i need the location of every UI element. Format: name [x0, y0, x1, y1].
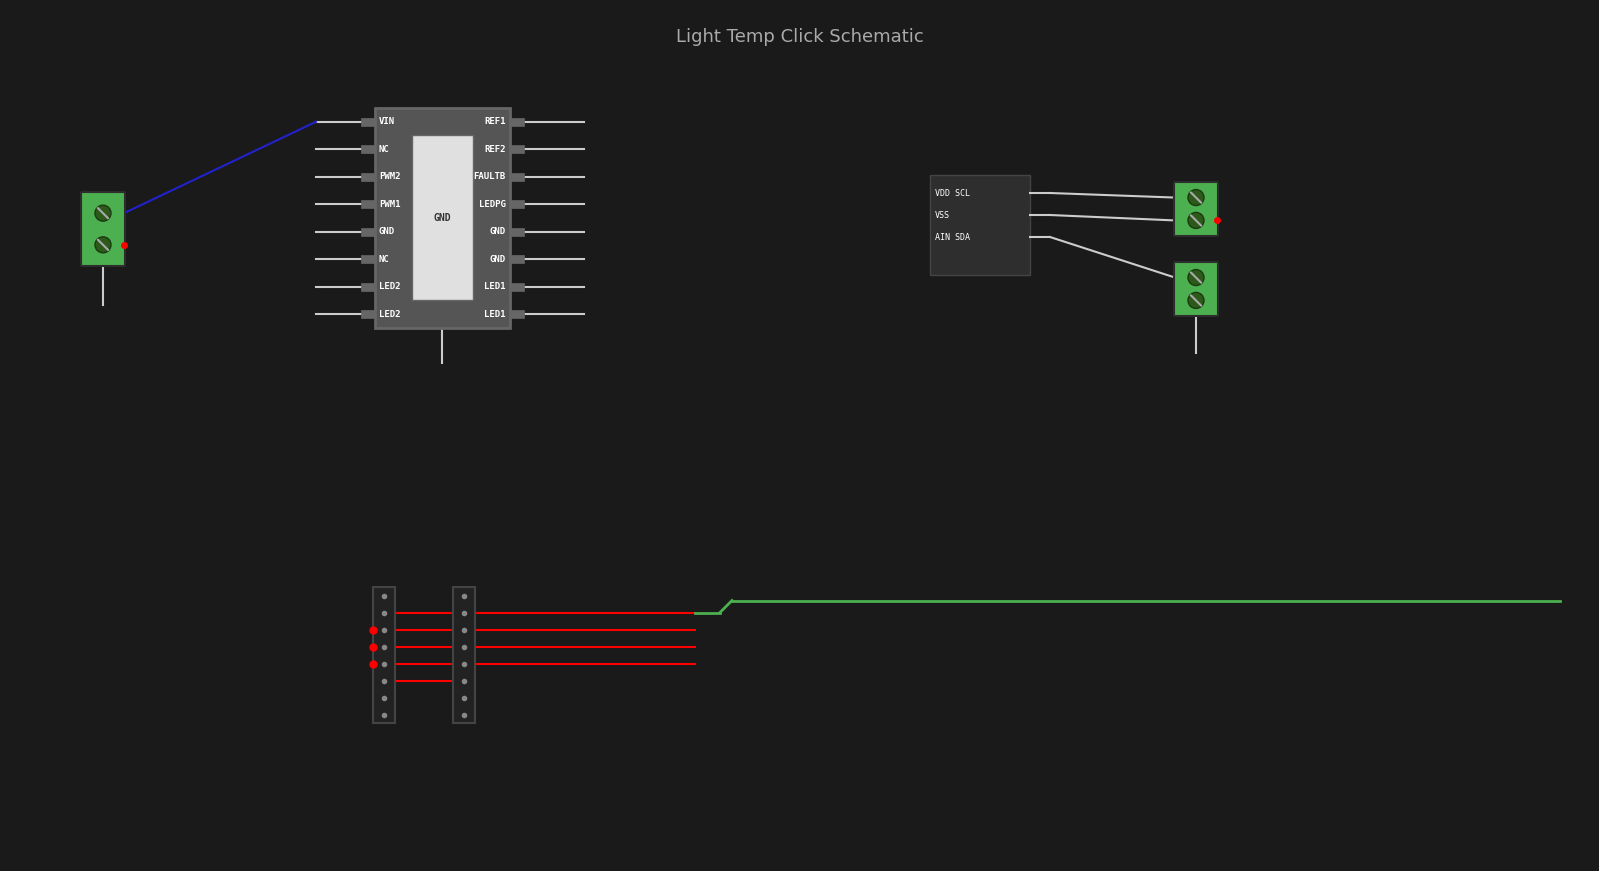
Text: REF1: REF1: [484, 118, 505, 126]
Bar: [361, 145, 376, 153]
Bar: [510, 200, 524, 208]
Circle shape: [1188, 213, 1204, 228]
Text: Light Temp Click Schematic: Light Temp Click Schematic: [676, 28, 924, 46]
Circle shape: [1188, 269, 1204, 286]
FancyBboxPatch shape: [1174, 182, 1218, 236]
Text: VSS: VSS: [935, 211, 950, 219]
Bar: [510, 145, 524, 153]
Bar: [931, 175, 1030, 275]
Text: PWM2: PWM2: [379, 172, 400, 181]
Bar: [361, 172, 376, 181]
Bar: [376, 108, 510, 328]
Text: LED1: LED1: [484, 310, 505, 319]
FancyBboxPatch shape: [82, 192, 125, 266]
Circle shape: [1188, 293, 1204, 308]
Bar: [361, 283, 376, 291]
Text: LEDPG: LEDPG: [480, 199, 505, 209]
Text: NC: NC: [379, 254, 390, 264]
Bar: [510, 283, 524, 291]
Circle shape: [1188, 190, 1204, 206]
Text: LED2: LED2: [379, 282, 400, 291]
Bar: [510, 255, 524, 263]
Text: LED1: LED1: [484, 282, 505, 291]
Text: REF2: REF2: [484, 145, 505, 154]
Text: VIN: VIN: [379, 118, 395, 126]
Circle shape: [94, 237, 110, 253]
Text: FAULTB: FAULTB: [473, 172, 505, 181]
FancyBboxPatch shape: [1174, 262, 1218, 316]
Text: VDD SCL: VDD SCL: [935, 188, 971, 198]
Text: GND: GND: [379, 227, 395, 236]
Bar: [510, 172, 524, 181]
Bar: [361, 200, 376, 208]
Bar: [361, 118, 376, 125]
Text: AIN SDA: AIN SDA: [935, 233, 971, 241]
Text: LED2: LED2: [379, 310, 400, 319]
Text: GND: GND: [433, 213, 451, 223]
Bar: [510, 310, 524, 318]
Bar: [510, 118, 524, 125]
Text: NC: NC: [379, 145, 390, 154]
Text: PWM1: PWM1: [379, 199, 400, 209]
Bar: [413, 136, 473, 300]
Bar: [361, 227, 376, 236]
Bar: [510, 227, 524, 236]
Circle shape: [94, 206, 110, 221]
Bar: [361, 310, 376, 318]
Text: GND: GND: [489, 227, 505, 236]
Text: GND: GND: [489, 254, 505, 264]
Bar: [361, 255, 376, 263]
Bar: [373, 587, 395, 723]
Bar: [453, 587, 475, 723]
